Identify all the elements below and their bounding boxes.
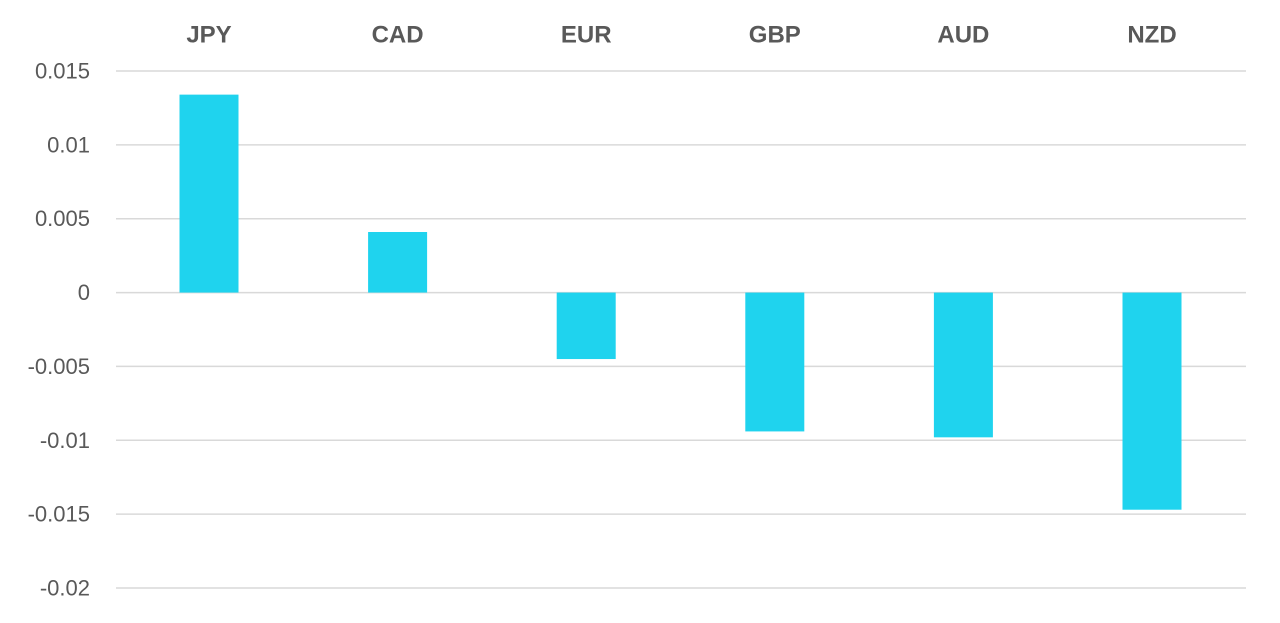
bar-cad (368, 232, 428, 293)
y-tick-label: -0.005 (28, 354, 90, 379)
category-label-cad: CAD (372, 22, 424, 49)
y-tick-label: 0 (78, 280, 90, 305)
category-label-eur: EUR (561, 22, 612, 49)
category-label-nzd: NZD (1127, 22, 1176, 49)
y-tick-label: 0.005 (35, 206, 90, 231)
category-label-gbp: GBP (749, 22, 801, 49)
category-label-jpy: JPY (186, 22, 231, 49)
bar-jpy (179, 94, 239, 293)
y-tick-label: -0.02 (40, 576, 90, 601)
grid-layer (116, 70, 1246, 589)
y-tick-label: -0.015 (28, 502, 90, 527)
category-label-aud: AUD (937, 22, 989, 49)
bar-gbp (745, 292, 805, 432)
y-tick-label: -0.01 (40, 428, 90, 453)
bar-aud (933, 292, 993, 438)
y-axis-tick-labels: 0.015 0.01 0.005 0 -0.005 -0.01 -0.015 -0.02 (28, 59, 90, 601)
bar-eur (556, 292, 616, 360)
y-tick-label: 0.01 (47, 132, 90, 157)
bar-layer (179, 94, 1182, 510)
bar-nzd (1122, 292, 1182, 510)
category-labels: JPY CAD EUR GBP AUD NZD (186, 22, 1176, 49)
y-tick-label: 0.015 (35, 59, 90, 84)
